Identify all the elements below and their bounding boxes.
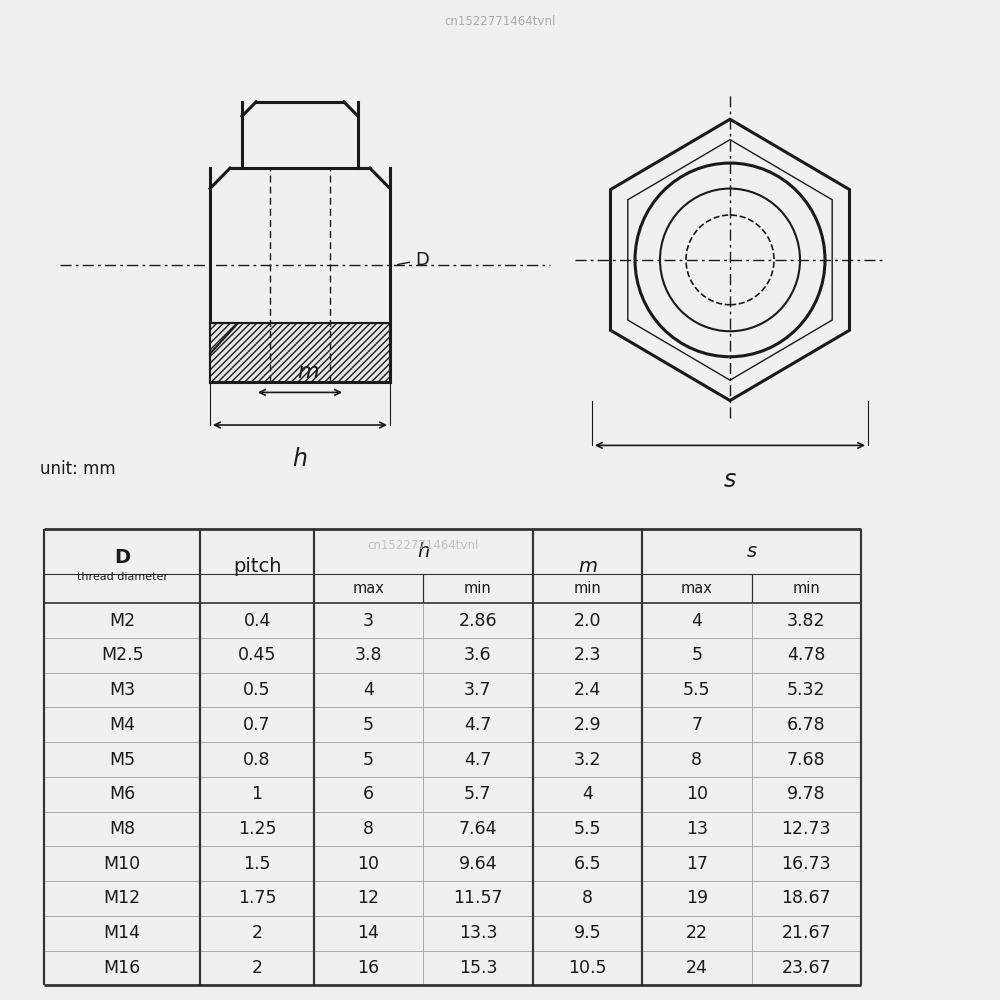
Text: 3.2: 3.2 [574,751,601,769]
Text: 8: 8 [691,751,702,769]
Text: 5.5: 5.5 [683,681,711,699]
Text: D: D [114,548,130,567]
Text: 11.57: 11.57 [453,889,503,907]
Text: 4.7: 4.7 [464,716,492,734]
Text: max: max [353,581,384,596]
Text: 2: 2 [252,959,263,977]
Text: 2: 2 [252,924,263,942]
Text: 17: 17 [686,855,708,873]
Text: thread diameter: thread diameter [77,572,168,582]
Text: M12: M12 [104,889,141,907]
Text: 12.73: 12.73 [781,820,831,838]
Text: 2.3: 2.3 [574,646,601,664]
Text: D: D [398,251,429,269]
Text: 16.73: 16.73 [781,855,831,873]
Text: 21.67: 21.67 [781,924,831,942]
Text: 6.5: 6.5 [574,855,601,873]
Text: 7.64: 7.64 [459,820,497,838]
Text: M2.5: M2.5 [101,646,144,664]
Text: 5: 5 [363,751,374,769]
Text: m: m [578,557,597,576]
Text: 0.45: 0.45 [238,646,276,664]
Text: 13: 13 [686,820,708,838]
Text: 4.78: 4.78 [787,646,825,664]
Text: 9.64: 9.64 [459,855,497,873]
Text: 5.7: 5.7 [464,785,492,803]
Text: 2.9: 2.9 [574,716,601,734]
Text: 2.86: 2.86 [459,612,497,630]
Text: unit: mm: unit: mm [40,460,116,478]
Text: 1: 1 [252,785,263,803]
Text: M10: M10 [104,855,141,873]
Text: s: s [746,542,757,561]
Text: 5: 5 [363,716,374,734]
Text: M2: M2 [109,612,135,630]
Text: 14: 14 [358,924,379,942]
Text: 15.3: 15.3 [459,959,497,977]
Text: 3: 3 [363,612,374,630]
Text: 3.6: 3.6 [464,646,492,664]
Text: 7.68: 7.68 [787,751,826,769]
Text: M6: M6 [109,785,135,803]
Text: 4: 4 [582,785,593,803]
Text: cn1522771464tvnl: cn1522771464tvnl [444,15,556,28]
Text: M14: M14 [104,924,141,942]
Text: 5.32: 5.32 [787,681,825,699]
Text: 10: 10 [357,855,379,873]
Text: 13.3: 13.3 [459,924,497,942]
Text: 6.78: 6.78 [787,716,826,734]
Text: 9.78: 9.78 [787,785,826,803]
Text: 24: 24 [686,959,708,977]
Text: 4: 4 [691,612,702,630]
Text: h: h [292,447,308,471]
Text: min: min [464,581,492,596]
Text: pitch: pitch [233,557,281,576]
Text: M4: M4 [109,716,135,734]
Text: 1.25: 1.25 [238,820,276,838]
Text: 6: 6 [363,785,374,803]
Text: 7: 7 [691,716,702,734]
Text: M3: M3 [109,681,135,699]
Text: s: s [724,468,736,492]
Text: 0.5: 0.5 [243,681,271,699]
Text: 5: 5 [691,646,702,664]
Text: M16: M16 [104,959,141,977]
Text: 10: 10 [686,785,708,803]
Text: 4.7: 4.7 [464,751,492,769]
Text: 12: 12 [357,889,379,907]
Text: 3.82: 3.82 [787,612,825,630]
Text: 2.0: 2.0 [574,612,601,630]
Text: 22: 22 [686,924,708,942]
Text: 1.75: 1.75 [238,889,276,907]
Text: 0.4: 0.4 [243,612,271,630]
Text: M8: M8 [109,820,135,838]
Text: 23.67: 23.67 [781,959,831,977]
Text: cn1522771464tvnl: cn1522771464tvnl [368,539,479,552]
Text: min: min [792,581,820,596]
Text: 8: 8 [363,820,374,838]
Text: 1.5: 1.5 [243,855,271,873]
Text: 8: 8 [582,889,593,907]
Text: 9.5: 9.5 [574,924,601,942]
Text: 3.8: 3.8 [355,646,382,664]
Text: max: max [681,581,713,596]
Text: h: h [417,542,429,561]
Text: 5.5: 5.5 [574,820,601,838]
Text: M5: M5 [109,751,135,769]
Text: 10.5: 10.5 [568,959,607,977]
Text: 3.7: 3.7 [464,681,492,699]
Text: 4: 4 [363,681,374,699]
Text: min: min [573,581,601,596]
Text: 19: 19 [686,889,708,907]
Text: 16: 16 [357,959,380,977]
Text: 0.8: 0.8 [243,751,271,769]
Text: 18.67: 18.67 [781,889,831,907]
Text: 2.4: 2.4 [574,681,601,699]
Polygon shape [210,323,390,382]
Text: m: m [297,362,319,382]
Text: 0.7: 0.7 [243,716,271,734]
